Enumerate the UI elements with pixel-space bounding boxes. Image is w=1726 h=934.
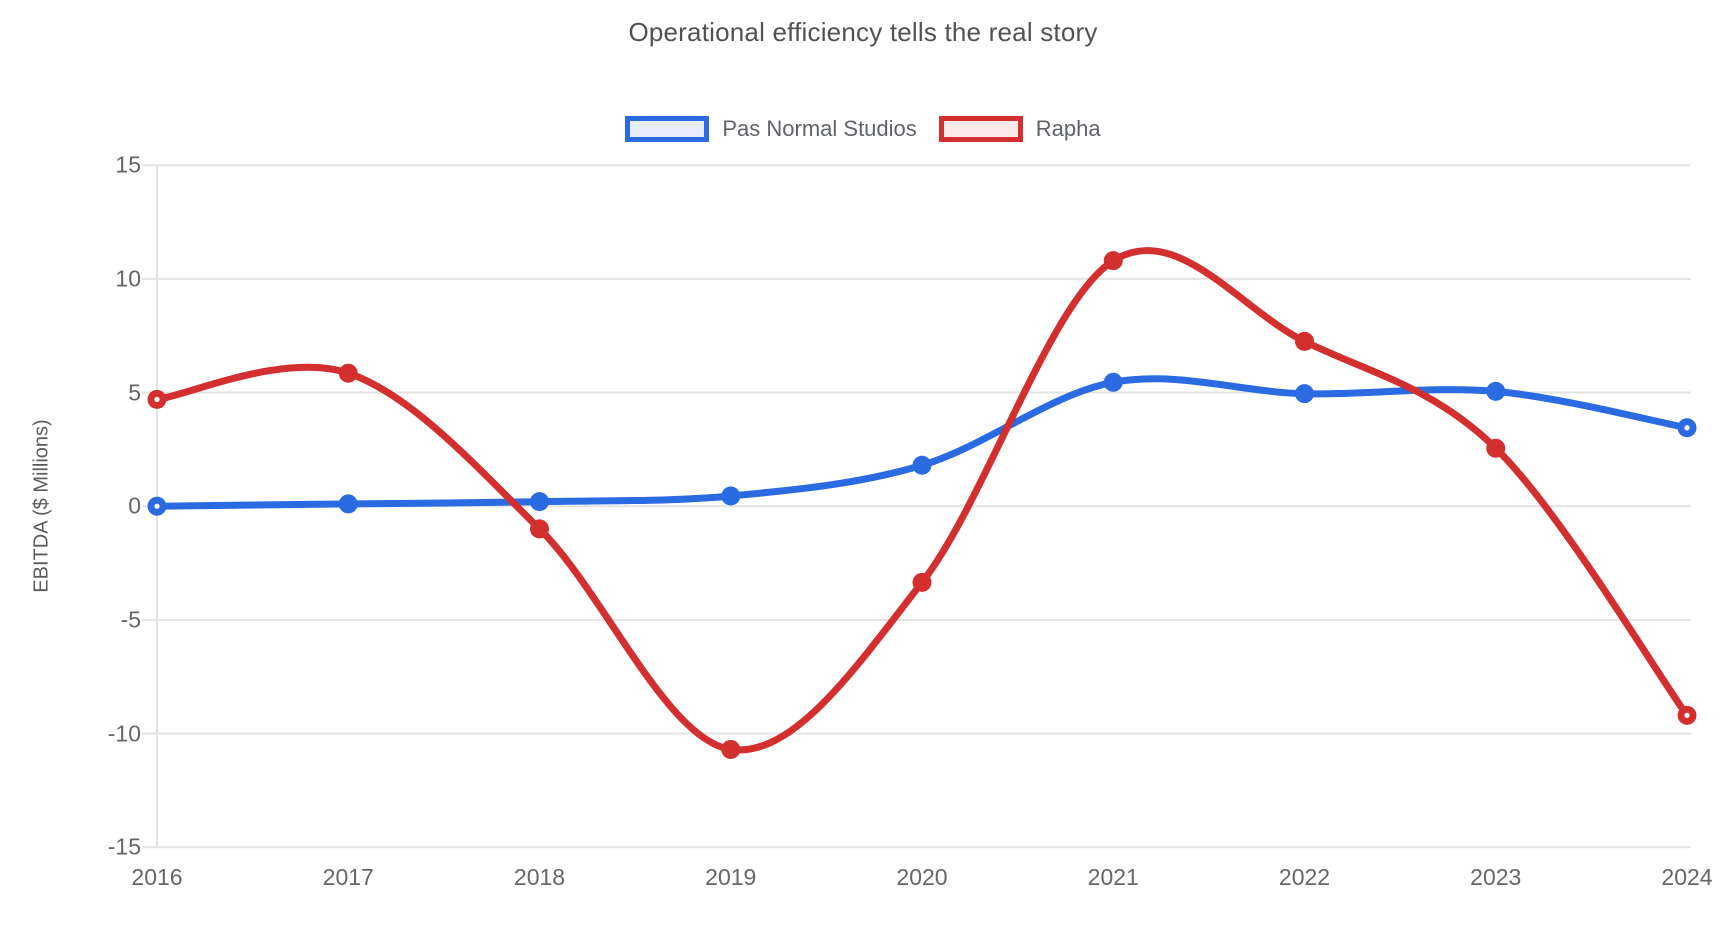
data-point-rapha-2021 bbox=[1103, 251, 1123, 271]
legend-swatch-rapha bbox=[938, 116, 1023, 142]
data-point-pas-normal-studios-2018 bbox=[530, 492, 549, 512]
x-tick-label: 2024 bbox=[1661, 864, 1713, 890]
y-tick-label: -10 bbox=[107, 720, 141, 747]
x-tick-label: 2016 bbox=[131, 864, 183, 890]
y-tick-label: 15 bbox=[115, 151, 141, 178]
y-tick-label: 0 bbox=[128, 492, 141, 519]
data-point-rapha-2020 bbox=[912, 572, 932, 592]
data-point-pas-normal-studios-2023 bbox=[1486, 381, 1506, 401]
series-line-rapha bbox=[156, 247, 1690, 754]
data-point-rapha-2018 bbox=[530, 519, 549, 539]
x-tick-label: 2020 bbox=[896, 864, 948, 890]
data-point-center-dot bbox=[154, 503, 160, 509]
y-tick-label: 10 bbox=[115, 265, 141, 292]
data-point-rapha-2019 bbox=[721, 739, 741, 759]
x-tick-label: 2018 bbox=[513, 864, 566, 890]
x-tick-label: 2021 bbox=[1087, 864, 1139, 890]
chart-legend: Pas Normal Studios Rapha bbox=[0, 116, 1726, 142]
legend-swatch-pas-normal-studios bbox=[625, 116, 710, 142]
data-point-pas-normal-studios-2021 bbox=[1103, 372, 1123, 392]
data-point-center-dot bbox=[1684, 425, 1690, 431]
data-point-center-dot bbox=[154, 396, 160, 402]
legend-label-pas-normal-studios: Pas Normal Studios bbox=[722, 116, 917, 141]
x-tick-label: 2022 bbox=[1278, 864, 1331, 890]
y-tick-label: 5 bbox=[128, 379, 141, 406]
data-point-pas-normal-studios-2022 bbox=[1295, 384, 1314, 404]
legend-item-rapha[interactable]: Rapha bbox=[938, 116, 1101, 142]
y-tick-label: -5 bbox=[120, 606, 141, 633]
data-point-rapha-2017 bbox=[338, 363, 358, 383]
legend-item-pas-normal-studios[interactable]: Pas Normal Studios bbox=[625, 116, 917, 142]
data-point-center-dot bbox=[1684, 712, 1690, 718]
data-point-rapha-2023 bbox=[1486, 438, 1506, 458]
data-point-rapha-2022 bbox=[1295, 331, 1314, 351]
chart-title: Operational efficiency tells the real st… bbox=[628, 17, 1098, 47]
data-point-pas-normal-studios-2017 bbox=[338, 494, 358, 514]
x-tick-label: 2017 bbox=[322, 864, 374, 890]
y-tick-label: -15 bbox=[107, 833, 141, 860]
data-point-pas-normal-studios-2019 bbox=[721, 486, 741, 506]
series-line-pas-normal-studios bbox=[156, 375, 1688, 510]
x-tick-label: 2023 bbox=[1470, 864, 1522, 890]
data-point-pas-normal-studios-2020 bbox=[912, 455, 932, 475]
legend-label-rapha: Rapha bbox=[1035, 116, 1101, 141]
x-tick-label: 2019 bbox=[705, 864, 757, 890]
